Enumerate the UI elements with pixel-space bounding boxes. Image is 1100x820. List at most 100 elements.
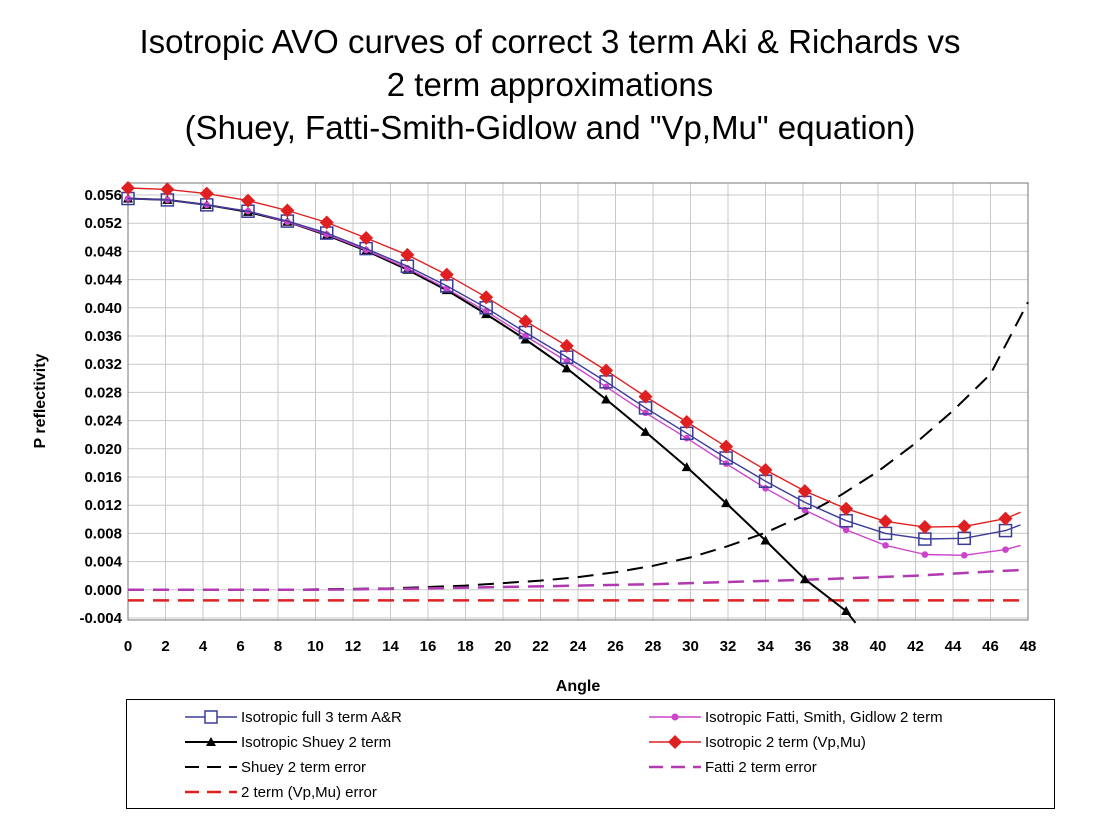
x-tick-label: 36 <box>795 638 812 655</box>
legend-swatch-fatti <box>649 713 701 721</box>
legend-item-fatti: Isotropic Fatti, Smith, Gidlow 2 term <box>647 705 943 729</box>
tick-labels: 0 2 4 6 8 10 12 14 16 18 20 22 24 26 28 30 32 34 36 38 40 42 4… <box>79 187 1036 655</box>
data-point <box>199 186 214 201</box>
data-point <box>601 394 612 404</box>
plot-frame <box>127 182 1029 621</box>
data-point <box>721 498 732 508</box>
legend-label-fatti: Isotropic Fatti, Smith, Gidlow 2 term <box>705 708 943 726</box>
legend-label-vpmu-error: 2 term (Vp,Mu) error <box>241 783 377 801</box>
legend-swatch-full-3-term <box>185 710 237 724</box>
series-line <box>127 197 857 624</box>
x-tick-label: 40 <box>870 638 887 655</box>
data-point <box>561 363 572 373</box>
legend-item-shuey-error: Shuey 2 term error <box>183 755 366 779</box>
data-point <box>878 514 893 529</box>
y-tick-label: 0.044 <box>84 272 122 289</box>
x-tick-label: 26 <box>607 638 624 655</box>
data-point <box>760 535 771 545</box>
series-shuey-2-term-error <box>128 301 1029 591</box>
x-tick-label: 30 <box>682 638 699 655</box>
y-tick-label: 0.040 <box>84 300 122 317</box>
data-point <box>599 363 614 378</box>
y-tick-label: 0.036 <box>84 328 122 345</box>
data-point <box>559 338 574 353</box>
data-point <box>439 267 454 282</box>
y-tick-label: 0.024 <box>84 413 122 430</box>
legend-label-full-3-term: Isotropic full 3 term A&R <box>241 708 402 726</box>
data-point <box>638 389 653 404</box>
x-tick-label: 24 <box>570 638 587 655</box>
data-point <box>758 462 773 477</box>
data-point <box>522 332 529 340</box>
series-line <box>127 187 1021 528</box>
legend-item-vpmu-error: 2 term (Vp,Mu) error <box>183 780 377 804</box>
x-tick-label: 14 <box>382 638 399 655</box>
y-tick-label: 0.000 <box>84 582 122 599</box>
data-point <box>280 203 295 218</box>
data-point <box>1002 546 1009 553</box>
series-fatti-2-term-error <box>128 568 1021 592</box>
series-isotropic-full-3-term-a-r <box>121 191 1021 546</box>
y-tick-label: 0.032 <box>84 356 122 373</box>
x-tick-label: 28 <box>645 638 662 655</box>
legend-item-full-3-term: Isotropic full 3 term A&R <box>183 705 402 729</box>
y-tick-label: 0.004 <box>84 554 122 571</box>
chart-title: Isotropic AVO curves of correct 3 term A… <box>0 20 1100 149</box>
legend-item-fatti-error: Fatti 2 term error <box>647 755 817 779</box>
data-point <box>400 247 415 262</box>
x-tick-label: 4 <box>199 638 208 655</box>
data-point <box>839 501 854 516</box>
data-point <box>479 290 494 305</box>
legend-swatch-shuey-error <box>185 766 237 768</box>
legend-label-shuey-error: Shuey 2 term error <box>241 758 367 776</box>
data-point <box>957 519 972 534</box>
chart-title-line-1: Isotropic AVO curves of correct 3 term A… <box>139 23 961 60</box>
y-tick-label: 0.016 <box>84 469 122 486</box>
x-tick-label: 0 <box>124 638 132 655</box>
y-tick-label: 0.008 <box>84 525 122 542</box>
x-axis-title: Angle <box>556 678 601 695</box>
data-point <box>719 439 734 454</box>
data-point <box>681 462 692 472</box>
data-point <box>241 193 255 208</box>
data-point <box>642 409 649 417</box>
legend-swatch-fatti-error <box>649 765 701 769</box>
legend-label-shuey: Isotropic Shuey 2 term <box>241 733 392 751</box>
x-tick-label: 20 <box>495 638 512 655</box>
chart-title-line-3: (Shuey, Fatti-Smith-Gidlow and "Vp,Mu" e… <box>184 109 916 146</box>
data-point <box>518 314 533 329</box>
data-point <box>319 215 334 230</box>
x-tick-label: 12 <box>345 638 362 655</box>
chart-plot: 0 2 4 6 8 10 12 14 16 18 20 22 24 26 28 30 32 34 36 38 40 42 4… <box>32 180 1036 695</box>
x-tick-label: 46 <box>982 638 999 655</box>
x-tick-label: 22 <box>532 638 549 655</box>
legend: Isotropic full 3 term A&R Isotropic Shue… <box>126 699 1055 809</box>
grid <box>127 183 1029 620</box>
y-tick-label: 0.028 <box>84 384 122 401</box>
legend-swatch-vpmu <box>649 735 701 749</box>
x-tick-label: 32 <box>720 638 737 655</box>
legend-item-vpmu: Isotropic 2 term (Vp,Mu) <box>647 730 866 754</box>
y-axis-title: P reflectivity <box>32 353 49 448</box>
data-point <box>602 383 610 391</box>
x-tick-label: 42 <box>907 638 924 655</box>
x-tick-label: 44 <box>945 638 962 655</box>
x-tick-label: 10 <box>307 638 324 655</box>
x-tick-label: 18 <box>457 638 474 655</box>
data-point <box>841 605 852 615</box>
x-tick-label: 16 <box>420 638 437 655</box>
series-isotropic-fatti-smith-gidlow-2-term <box>124 195 1021 559</box>
data-point <box>960 551 968 559</box>
series-line <box>128 301 1029 591</box>
data-point <box>683 434 691 442</box>
series-line <box>128 568 1021 592</box>
data-point <box>882 542 889 549</box>
legend-item-shuey: Isotropic Shuey 2 term <box>183 730 391 754</box>
series-line <box>127 197 1021 540</box>
x-tick-label: 34 <box>757 638 774 655</box>
legend-swatch-shuey <box>185 737 237 746</box>
series-layer <box>121 180 1029 624</box>
x-tick-label: 48 <box>1020 638 1037 655</box>
x-tick-label: 8 <box>274 638 282 655</box>
series-line <box>127 197 1021 556</box>
